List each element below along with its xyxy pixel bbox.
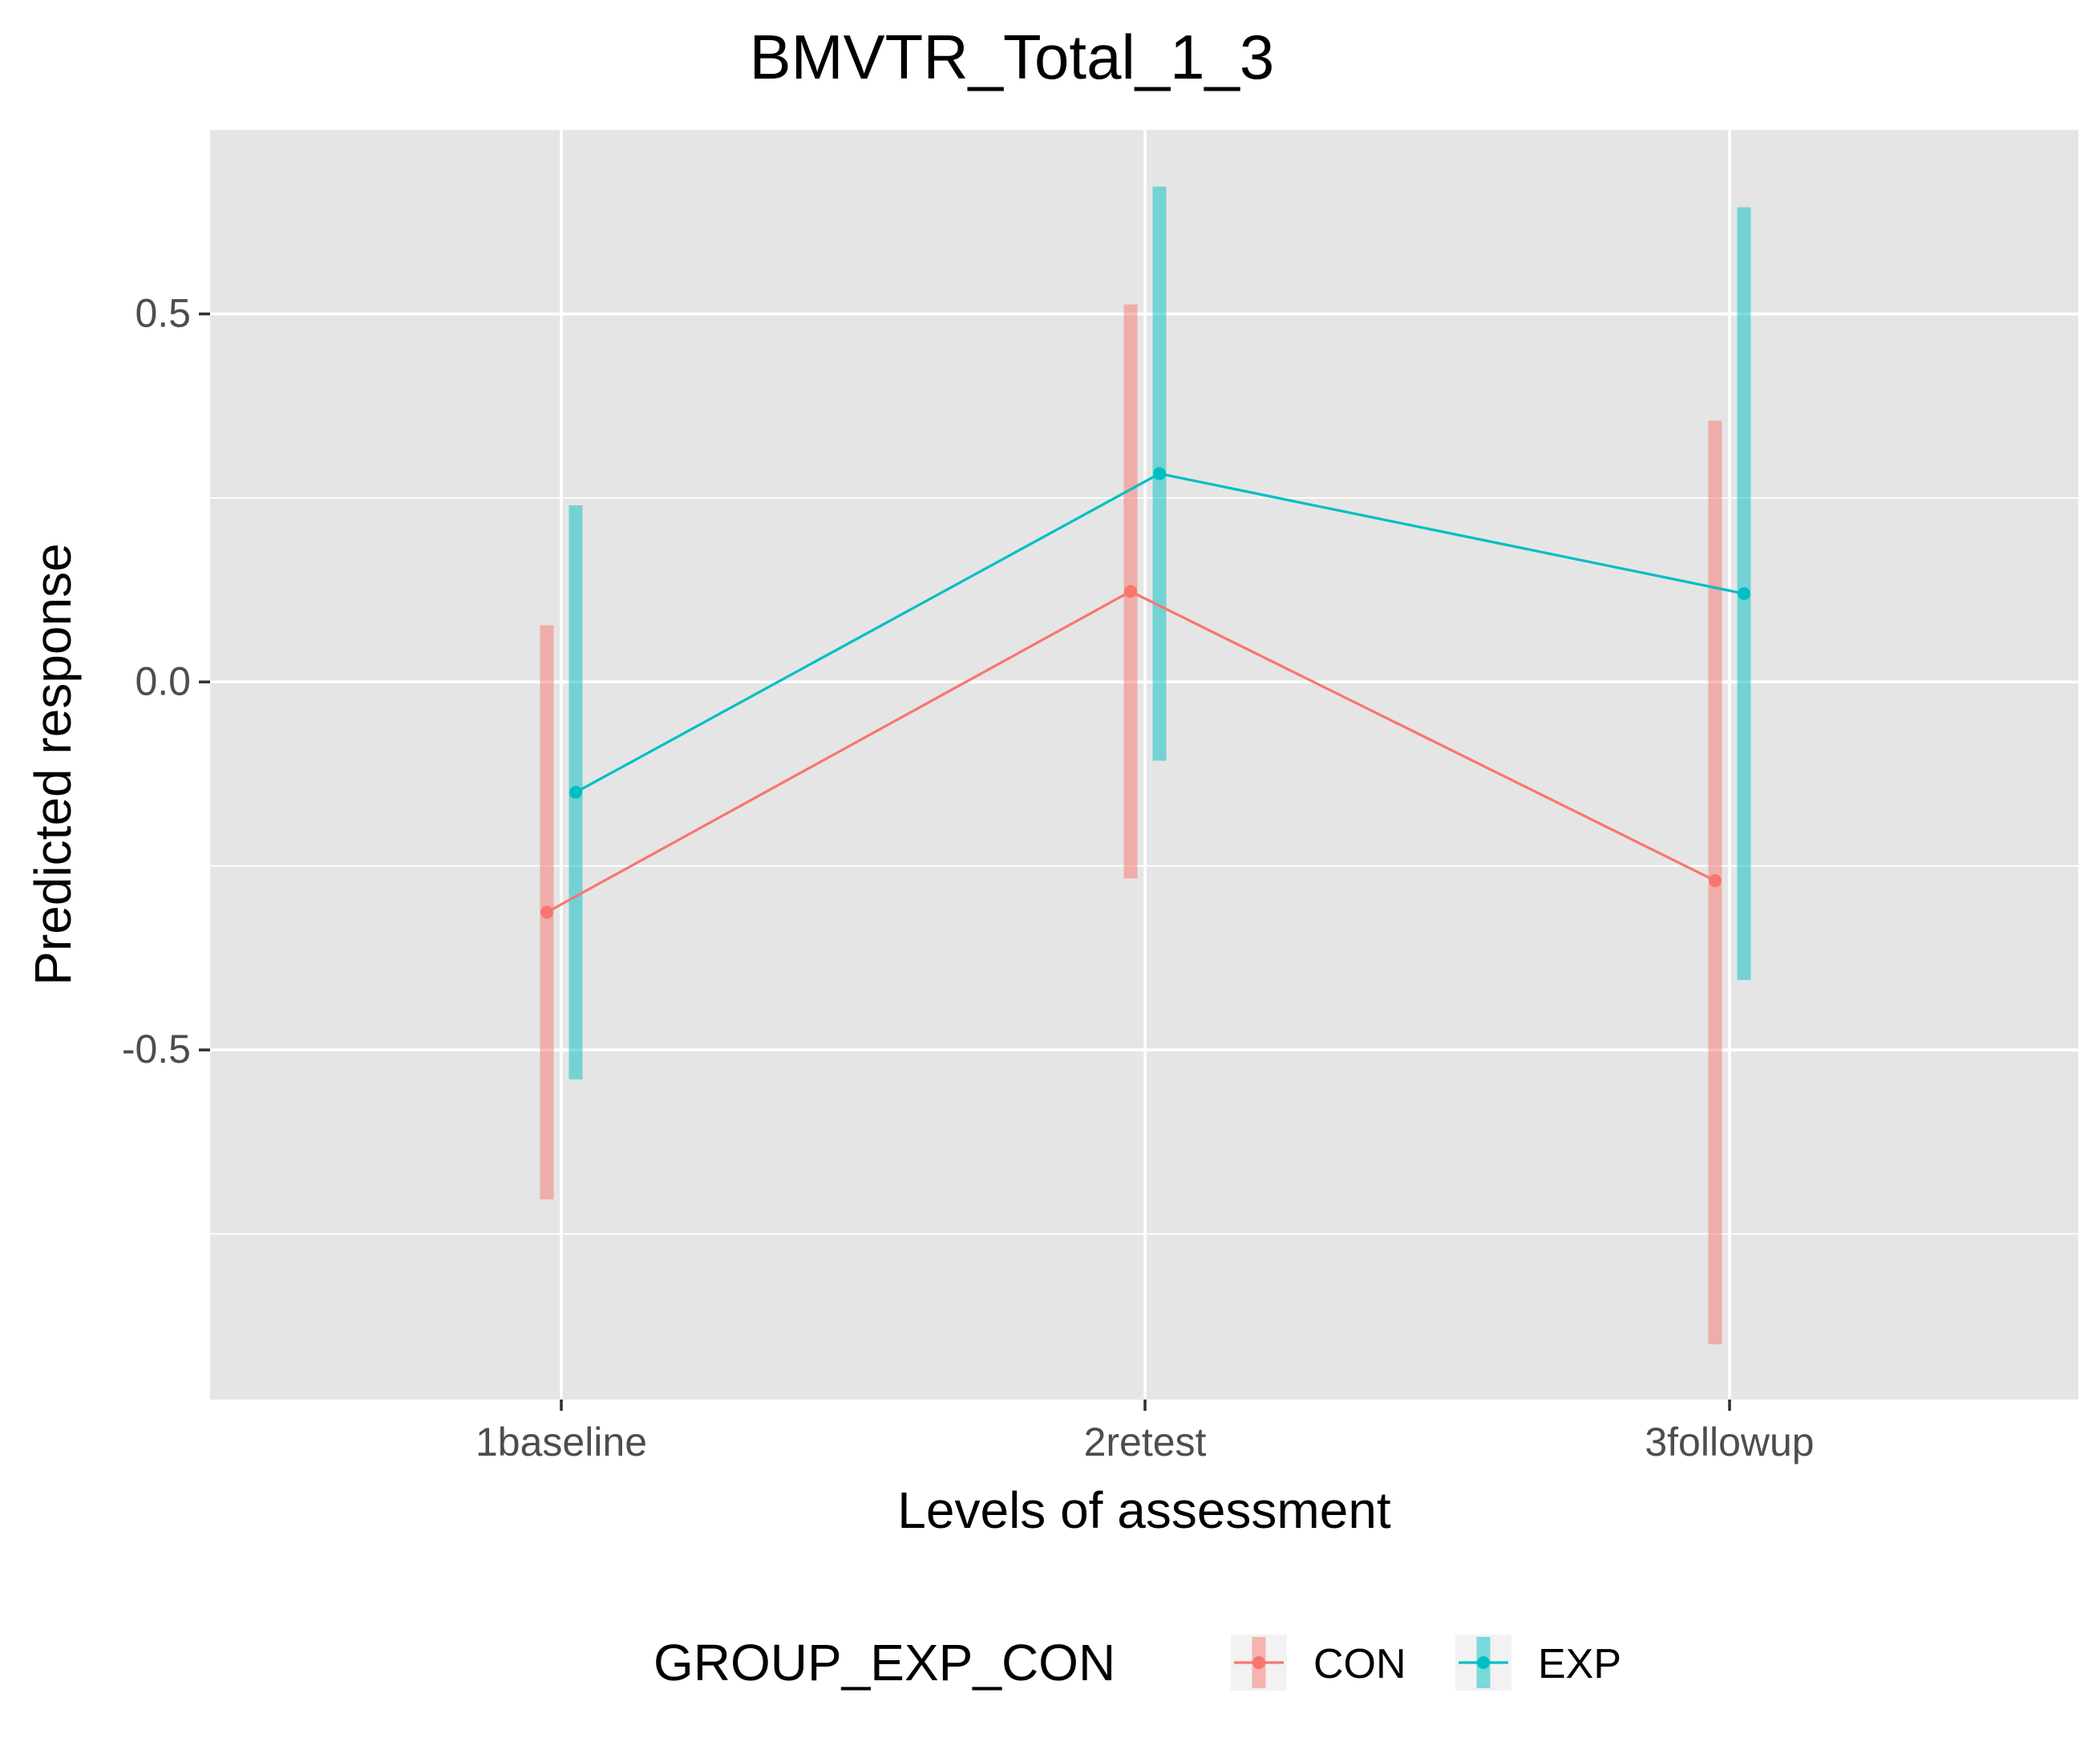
chart-title: BMVTR_Total_1_3 — [750, 22, 1275, 92]
data-point-con — [1124, 585, 1137, 598]
y-axis: -0.5 0.0 0.5 — [122, 290, 210, 1072]
y-tick-label: -0.5 — [122, 1027, 191, 1072]
series-points — [540, 467, 1750, 919]
data-point-con — [540, 905, 553, 919]
grid-major — [210, 130, 2078, 1400]
x-axis: 1baseline 2retest 3followup — [475, 1400, 1815, 1464]
legend-keys: CON EXP — [1231, 1635, 1621, 1691]
legend-label-con: CON — [1313, 1641, 1406, 1687]
legend: GROUP_EXP_CON CON EXP — [653, 1634, 1621, 1691]
data-point-exp — [1738, 587, 1750, 601]
legend-title: GROUP_EXP_CON — [653, 1634, 1115, 1691]
y-tick-label: 0.5 — [135, 290, 191, 335]
legend-key-point — [1252, 1656, 1265, 1669]
x-tick-label: 3followup — [1645, 1420, 1814, 1464]
legend-key-point — [1477, 1656, 1490, 1669]
x-tick-label: 2retest — [1084, 1420, 1207, 1464]
x-tick-label: 1baseline — [475, 1420, 647, 1464]
x-axis-title: Levels of assessment — [897, 1481, 1391, 1539]
y-tick-label: 0.0 — [135, 658, 191, 703]
legend-label-exp: EXP — [1538, 1641, 1621, 1687]
data-point-exp — [569, 785, 582, 799]
data-point-exp — [1153, 467, 1166, 480]
y-axis-title: Predicted response — [24, 543, 82, 985]
data-point-con — [1709, 874, 1722, 888]
